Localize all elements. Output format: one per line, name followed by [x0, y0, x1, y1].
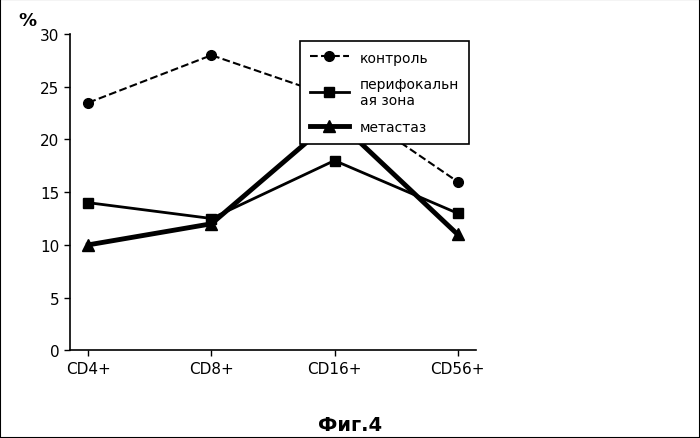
- Legend: контроль, перифокальн
ая зона, метастаз: контроль, перифокальн ая зона, метастаз: [300, 42, 469, 145]
- Text: %: %: [18, 12, 36, 30]
- Text: Фиг.4: Фиг.4: [318, 415, 382, 434]
